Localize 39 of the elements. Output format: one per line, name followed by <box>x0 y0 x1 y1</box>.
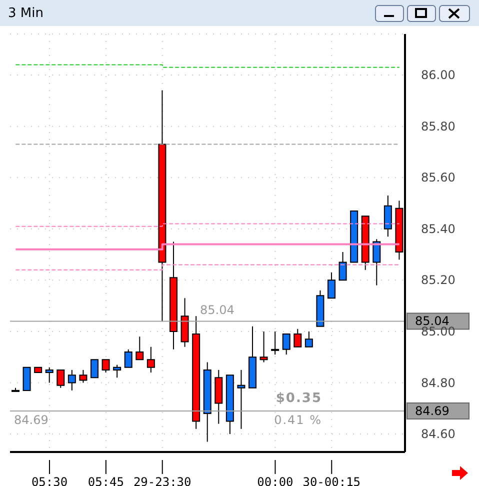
candlestick <box>56 369 65 388</box>
candlestick <box>271 330 280 356</box>
y-tick-label: 85.60 <box>421 170 456 185</box>
candlestick <box>146 346 155 374</box>
y-tick-label: 85.20 <box>421 273 456 288</box>
candlestick <box>124 348 132 368</box>
y-tick-label: 85.40 <box>421 222 456 236</box>
y-tick-label: 86.00 <box>421 68 456 82</box>
candlestick <box>68 369 76 391</box>
candlestick <box>136 336 144 360</box>
x-tick-label: 05:45 <box>88 475 124 486</box>
candlestick <box>102 359 110 374</box>
candlestick <box>282 334 290 356</box>
y-tick-label: 84.60 <box>421 427 456 442</box>
candlestick <box>22 366 31 391</box>
candlestick <box>45 366 54 384</box>
candlestick <box>90 359 98 378</box>
candlestick <box>372 238 381 286</box>
candlestick <box>113 364 122 378</box>
annotation: 0.41 % <box>274 412 322 427</box>
candlestick <box>237 369 246 430</box>
y-tick-label: 85.80 <box>421 119 456 134</box>
candlestick <box>294 328 302 348</box>
candlestick <box>79 369 88 384</box>
candlestick <box>338 251 347 281</box>
x-tick-label: 30-00:15 <box>302 475 361 486</box>
x-tick-label: 00:00 <box>257 475 294 486</box>
x-tick-label: 29-23:30 <box>133 475 192 486</box>
candlestick <box>260 330 268 363</box>
candlestick <box>384 195 392 238</box>
annotation: $0.35 <box>276 390 322 406</box>
annotation: 84.69 <box>14 412 48 427</box>
candlestick <box>304 330 313 348</box>
candlestick <box>328 272 336 299</box>
ref-line-label: 84.69 <box>415 404 450 418</box>
annotation: 85.04 <box>200 303 234 318</box>
chart-title: 3 Min <box>8 6 44 20</box>
x-tick-label: 05:30 <box>31 475 68 486</box>
y-tick-label: 84.80 <box>421 376 456 390</box>
